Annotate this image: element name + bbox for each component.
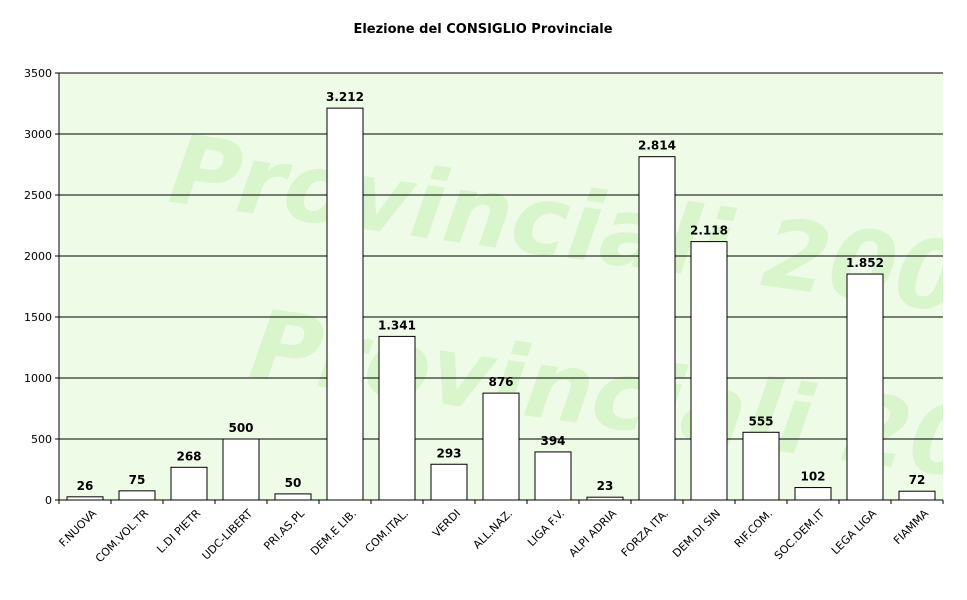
bar [222,438,260,501]
y-tick-label: 3000 [24,128,52,141]
category-label: VERDI [430,507,463,540]
category-label: DEM.DI SIN [670,507,723,560]
category-label: SOC.DEM.IT [772,507,827,562]
bar [794,487,832,501]
data-label: 2.814 [638,139,676,153]
data-label: 72 [909,473,926,487]
category-label: FORZA ITA. [619,507,671,559]
data-label: 268 [176,449,201,463]
category-label: L.DI PIETR [154,507,203,556]
grid-lines [59,72,943,440]
data-labels: 26 75 268 500 50 3.212 1.341 293 876 394 23 2.814 2.… [77,90,926,493]
bar [742,431,780,501]
chart-title: Elezione del CONSIGLIO Provinciale [353,22,612,37]
data-label: 50 [285,476,302,490]
category-label: PRI.AS.PL [261,506,307,552]
category-label: F.NUOVA [57,507,100,550]
y-tick-label: 3500 [24,67,52,80]
bar [898,490,936,501]
data-label: 293 [436,446,461,460]
data-label: 102 [800,470,825,484]
bars [66,107,936,501]
y-tick-label: 2500 [24,189,52,202]
bar [274,493,312,501]
y-tick-label: 1500 [24,311,52,324]
category-label: ALPI ADRIA [566,507,619,560]
y-tick-label: 1000 [24,372,52,385]
category-label: DEM.E LIB. [308,507,359,558]
bar [378,335,416,501]
y-tick-label: 0 [45,494,52,507]
data-label: 3.212 [326,90,364,104]
data-label: 1.341 [378,318,416,332]
data-label: 394 [540,434,565,448]
data-label: 876 [488,375,513,389]
bar [846,273,884,501]
data-label: 75 [129,473,146,487]
bar [170,466,208,501]
bar [326,107,364,501]
bar [690,241,728,501]
data-label: 23 [597,479,614,493]
category-label: LEGA LIGA [829,507,880,558]
bar [482,392,520,501]
y-tick-label: 2000 [24,250,52,263]
category-label: FIAMMA [891,507,931,547]
data-label: 555 [748,414,773,428]
bar [638,156,676,501]
y-axis-ticks: 0 500 1000 1500 2000 2500 3000 3500 [24,67,59,507]
category-label: ALL.NAZ. [471,507,516,552]
category-label: COM.VOL.TR [93,507,151,565]
category-label: COM.ITAL. [363,507,412,556]
y-tick-label: 500 [31,433,52,446]
category-label: UDC-LIBERT [200,507,256,563]
bar [430,463,468,501]
category-label: RIF.COM. [732,507,775,550]
data-label: 500 [228,421,253,435]
data-label: 1.852 [846,256,884,270]
bar [534,451,572,501]
bar [118,490,156,501]
data-label: 2.118 [690,224,728,238]
category-label: LIGA F.V. [525,507,567,549]
data-label: 26 [77,479,94,493]
